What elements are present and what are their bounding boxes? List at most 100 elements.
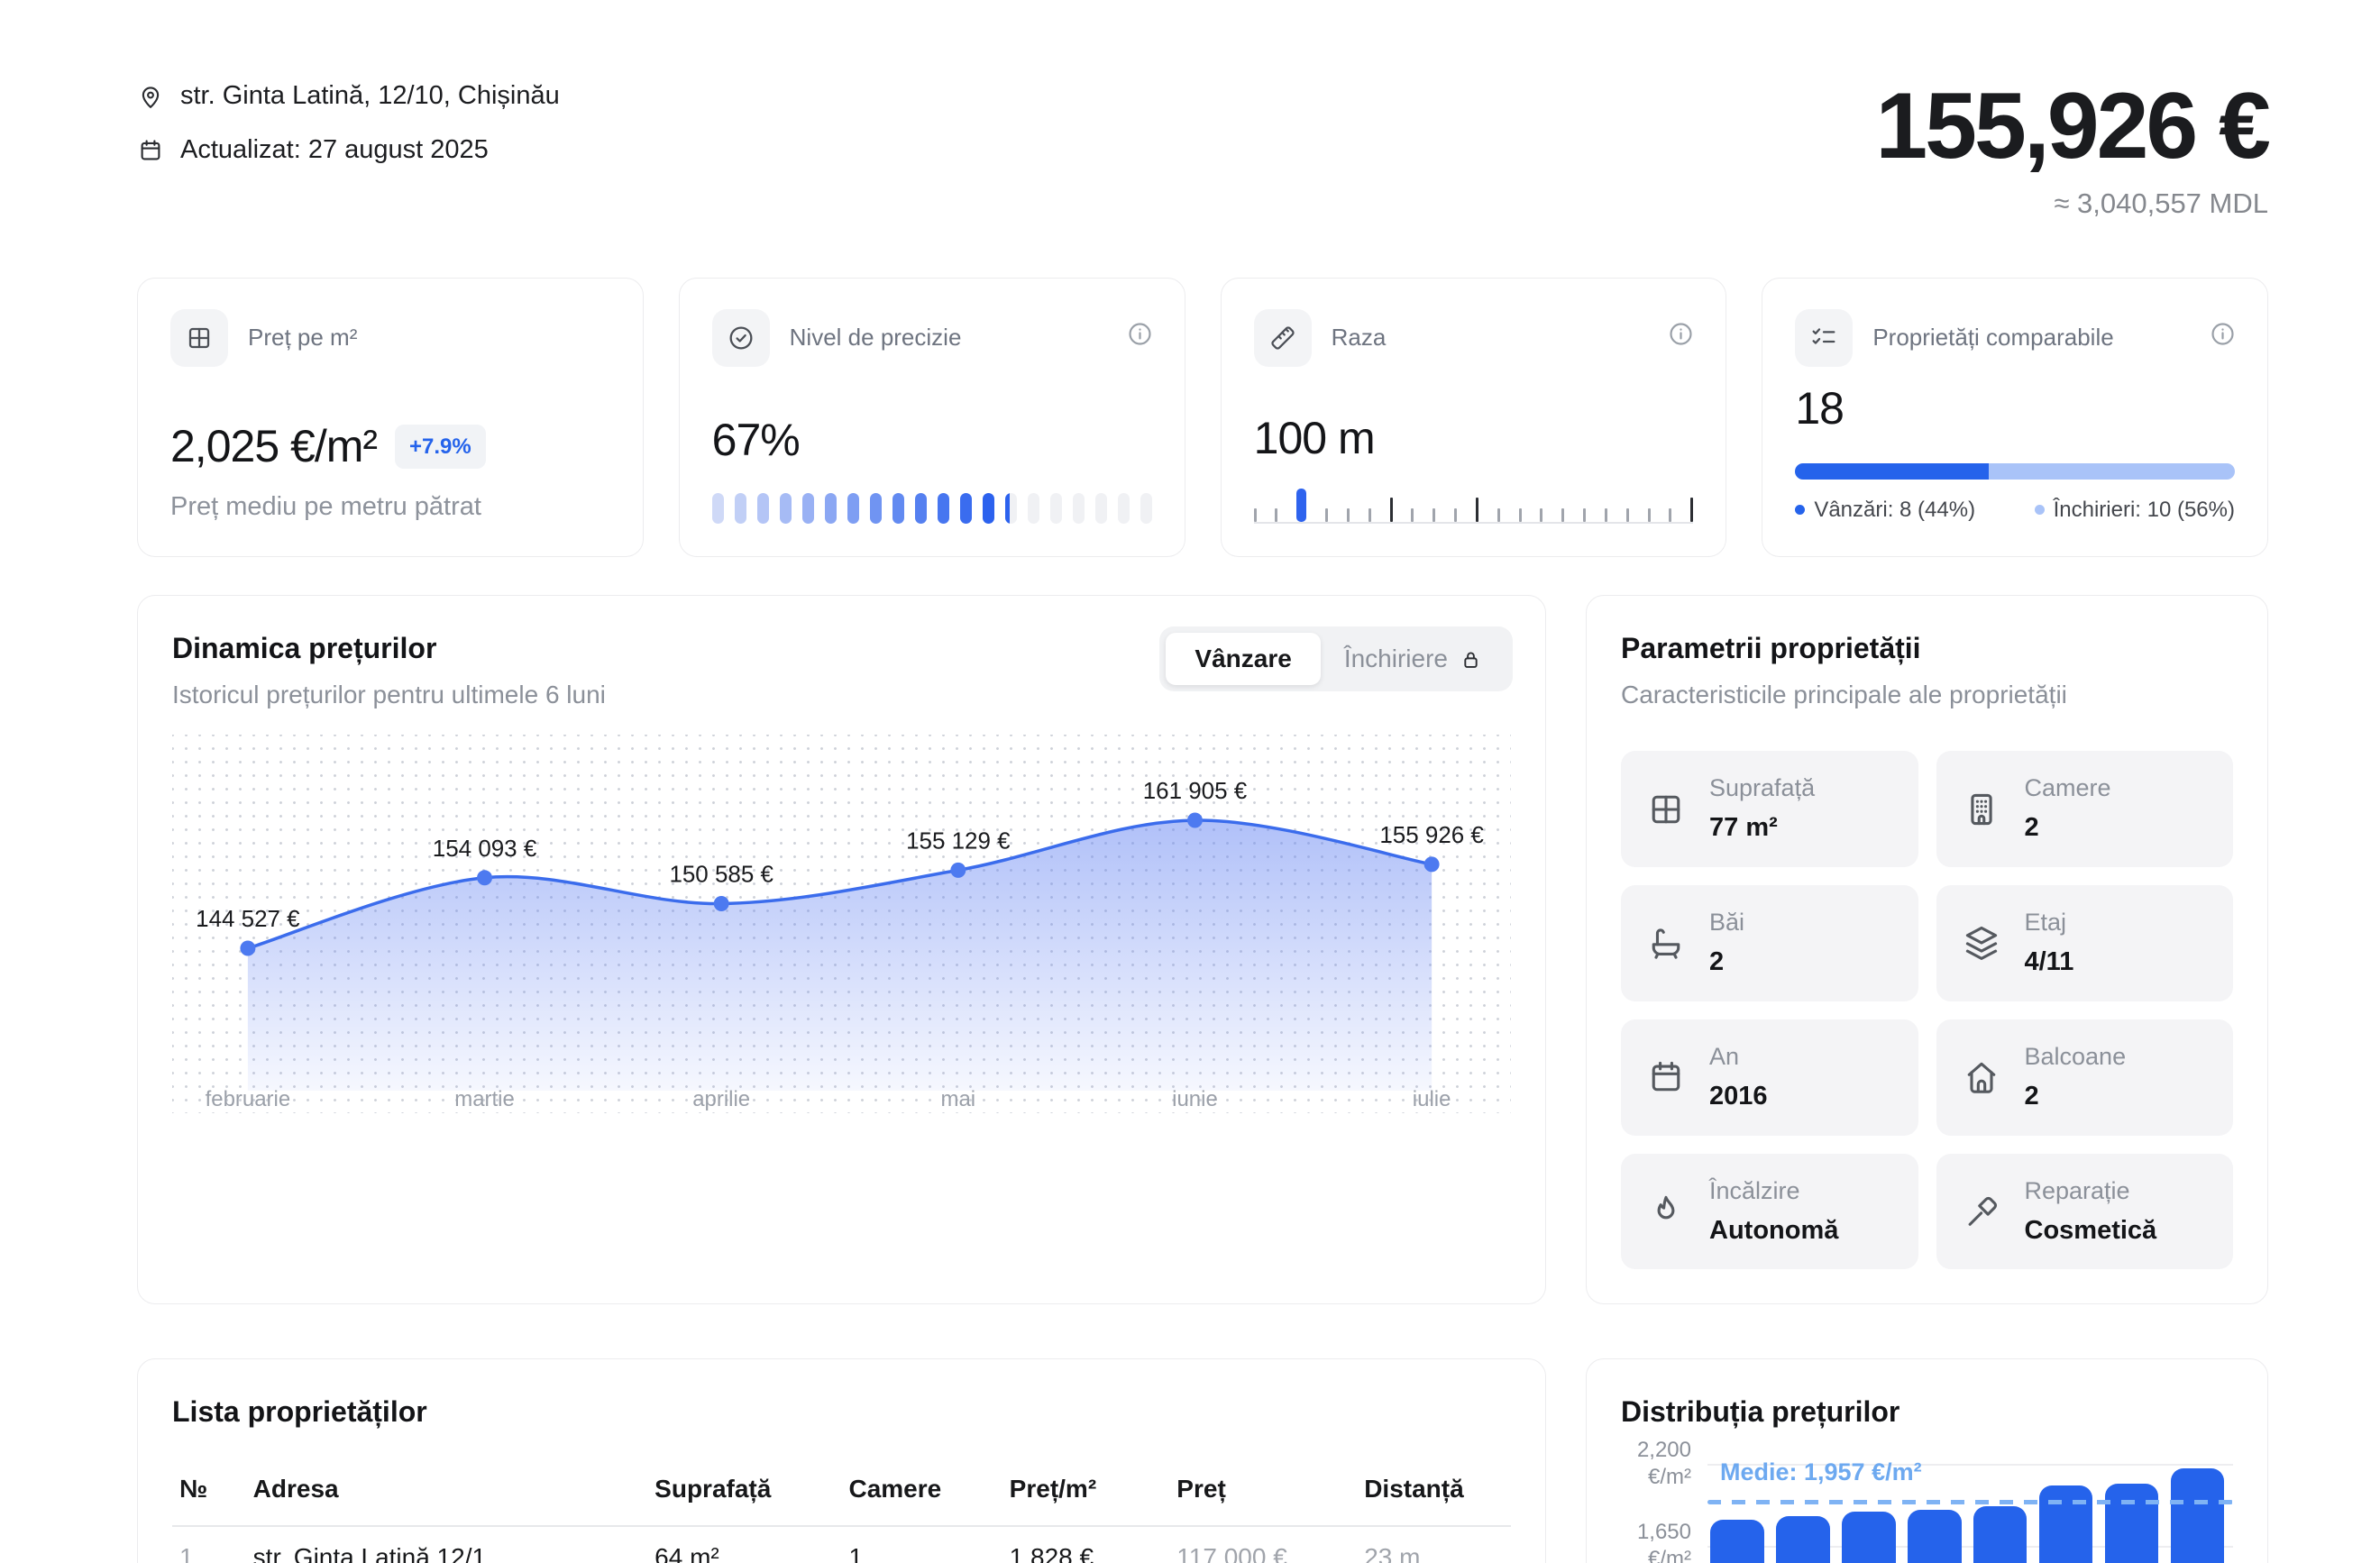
param-tile-bai: Băi 2 [1621,885,1918,1001]
toggle-rent[interactable]: Închiriere [1321,633,1506,685]
y-axis-label: 1,650 €/m² [1636,1520,1691,1563]
price-per-m2-value: 2,025 €/m² [170,420,378,471]
distribution-bar [1710,1519,1764,1563]
distribution-bar [1908,1510,1962,1563]
precision-segment [734,493,746,525]
ruler-tick [1690,498,1694,523]
distribution-bar [1973,1506,2028,1563]
flame-icon [1646,1192,1686,1231]
param-tile-an: An 2016 [1621,1019,1918,1136]
properties-list-panel: Lista proprietăților № Adresa Suprafață Cam… [137,1358,1546,1563]
sales-dot [1795,505,1806,516]
param-tile-etaj: Etaj 4/11 [1936,885,2233,1001]
info-icon[interactable] [2209,320,2237,348]
param-label: Balcoane [2024,1042,2127,1070]
param-value: 2016 [1709,1081,1768,1111]
precision-segment [1072,493,1085,525]
chart-point [1186,812,1203,828]
price-chart-svg: 144 527 € februarie 154 093 € martie 150 585… [196,777,1484,1111]
precision-segment [1140,493,1152,525]
precision-segment [982,493,994,525]
address: str. Ginta Latină, 12/10, Chișinău [180,81,560,110]
ruler-tick [1540,508,1543,523]
param-value: 2 [1709,947,1725,977]
param-value: 77 m² [1709,813,1778,843]
param-label: Reparație [2024,1176,2130,1204]
precision-segment [869,493,882,525]
precision-segment [937,493,949,525]
ruler-tick [1325,508,1329,523]
toggle-sale[interactable]: Vânzare [1166,633,1321,686]
comparables-bar [1795,463,2235,480]
panel-title: Dinamica prețurilor [172,632,437,665]
stat-title: Preț pe m² [248,324,358,352]
precision-segment [1004,493,1017,525]
param-label: Băi [1709,909,1745,937]
ruler-tick [1497,508,1500,523]
chart-point [713,896,729,912]
ruler-tick [1253,508,1257,523]
ruler-tick [1518,508,1522,523]
precision-segment [1117,493,1130,525]
precision-meter [711,493,1152,525]
sales-bar-segment [1795,463,1989,480]
stat-title: Nivel de precizie [789,324,962,352]
param-value: 2 [2024,813,2039,843]
panel-subtitle: Caracteristicile principale ale propriet… [1621,680,2067,708]
month-label: mai [941,1087,976,1111]
toggle-rent-label: Închiriere [1343,644,1448,673]
distribution-bar [1776,1515,1830,1563]
param-label: Camere [2024,774,2111,802]
hammer-icon [1962,1192,2001,1231]
distribution-y-axis: 2,200€/m²1,650€/m²1,100€/m² [1621,1438,1707,1563]
precision-segment [801,493,814,525]
stats-row: Preț pe m² 2,025 €/m² +7.9% Preț mediu p… [137,278,2268,558]
window-icon [1646,790,1686,829]
param-label: Etaj [2024,909,2067,937]
param-value: Autonomă [1709,1215,1839,1245]
distribution-panel: Distribuția prețurilor 2,200 €/m² 1,650 €/m… [1586,1358,2268,1563]
chart-point [477,870,493,886]
precision-segment [892,493,904,525]
panel-subtitle: Istoricul prețurilor pentru ultimele 6 l… [172,680,606,708]
ruler-tick [1604,508,1607,523]
radius-marker[interactable] [1296,489,1307,523]
table-cell: 1 [841,1526,1002,1563]
ruler-tick [1454,508,1458,523]
ruler-tick [1647,508,1651,523]
home-icon [1962,1057,2001,1097]
lock-icon [1459,647,1483,672]
stat-title: Proprietăți comparabile [1872,324,2114,352]
distribution-bar [2170,1467,2225,1563]
parameters-panel: Parametrii proprietății Caracteristicile… [1586,595,2268,1305]
info-icon[interactable] [1667,320,1695,348]
point-label: 144 527 € [196,905,300,932]
point-label: 150 585 € [669,861,774,888]
table-row[interactable]: 1. str. Ginta Latină 12/1 64 m² 1 1,828 €117… [172,1526,1511,1563]
distribution-bar [2104,1484,2159,1563]
updated-row: Actualizat: 27 august 2025 [137,133,560,168]
column-header: Camere [841,1451,1002,1528]
panel-title: Parametrii proprietății [1621,632,1921,665]
price-dynamics-panel: Dinamica prețurilor Istoricul prețurilor… [137,595,1546,1305]
stat-card-precision: Nivel de precizie 67% [678,278,1185,558]
updated-date: Actualizat: 27 august 2025 [180,134,489,164]
month-label: februarie [206,1087,291,1111]
radius-slider [1253,488,1694,525]
price-per-m2-subtitle: Preț mediu pe metru pătrat [170,491,481,521]
chart-point [1423,856,1440,873]
ruler-tick [1583,508,1587,523]
distribution-chart: 2,200€/m²1,650€/m²1,100€/m² Medie: 1,957… [1621,1438,2233,1563]
ruler-tick [1625,508,1629,523]
info-icon[interactable] [1126,320,1154,348]
properties-table: № Adresa Suprafață Camere Preț/m² Preț Distanț… [172,1451,1511,1563]
chart-point [240,940,256,956]
column-header: Preț [1169,1451,1358,1528]
param-tile-reparatie: Reparație Cosmetică [1936,1153,2233,1270]
column-header: Suprafață [647,1451,842,1528]
column-header: Distanță [1357,1451,1511,1528]
table-cell: 117,000 € [1169,1526,1358,1563]
legend-sales-label: Vânzări: 8 (44%) [1814,498,1976,523]
precision-segment [711,493,724,525]
ruler-tick [1561,508,1565,523]
